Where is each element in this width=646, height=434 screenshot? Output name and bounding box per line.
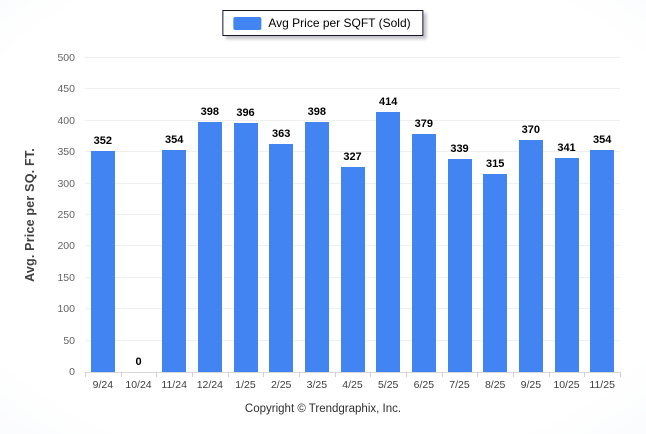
- bar-value-label: 396: [236, 107, 255, 120]
- bar-value-label: 379: [414, 118, 434, 130]
- bar-9/24: [90, 150, 115, 372]
- x-axis-label-10/25: 10/25: [553, 379, 580, 391]
- bar-5/25: [376, 112, 401, 372]
- bar-value-label: 327: [343, 150, 362, 163]
- x-axis-tick: [370, 372, 372, 377]
- bar-1/25: [233, 123, 258, 372]
- x-axis-label-3/25: 3/25: [306, 379, 328, 391]
- x-axis-tick: [85, 372, 86, 377]
- bar-value-label: 370: [521, 123, 541, 136]
- bar-value-label: 352: [93, 134, 113, 147]
- x-axis-label-6/25: 6/25: [413, 379, 435, 391]
- gridline: [85, 119, 620, 121]
- x-axis-tick: [192, 372, 193, 377]
- bar-value-label: 414: [378, 96, 398, 109]
- bar-12/24: [197, 122, 222, 372]
- bar-2/25: [269, 144, 294, 372]
- x-axis-tick: [406, 372, 407, 377]
- legend-swatch-icon: [233, 16, 262, 30]
- y-axis-tick-label: 300: [57, 177, 75, 190]
- x-axis-label-2/25: 2/25: [270, 379, 292, 391]
- x-axis-tick: [334, 372, 336, 377]
- y-axis-tick-label: 50: [63, 334, 75, 347]
- y-axis-title: Avg. Price per SQ. FT.: [23, 148, 37, 282]
- x-axis-label-7/25: 7/25: [449, 379, 470, 391]
- gridline: [85, 88, 620, 90]
- bar-10/25: [554, 157, 579, 372]
- legend-label: Avg Price per SQFT (Sold): [268, 16, 411, 30]
- x-axis-tick: [299, 372, 300, 377]
- y-axis-tick-label: 350: [57, 146, 75, 159]
- bar-value-label: 341: [557, 141, 576, 154]
- bar-8/25: [483, 174, 508, 372]
- plot-area: 0 50 100 150 200 250 300 350 400 450 500 352 0 354 39…: [57, 52, 621, 391]
- bar-6/25: [411, 134, 436, 372]
- bar-value-label: 0: [135, 356, 142, 368]
- y-axis-tick-label: 0: [69, 366, 75, 378]
- bar-value-label: 363: [271, 128, 291, 141]
- bar-11/24: [162, 149, 187, 372]
- x-axis-tick: [584, 372, 586, 377]
- x-axis-label-9/25: 9/25: [520, 379, 542, 391]
- bar-value-label: 398: [200, 106, 220, 119]
- x-axis-label-9/24: 9/24: [92, 379, 114, 391]
- bar-4/25: [340, 166, 365, 372]
- x-axis-label-8/25: 8/25: [484, 379, 506, 391]
- gridline: [85, 151, 620, 153]
- x-axis-tick: [441, 372, 443, 377]
- chart-legend: Avg Price per SQFT (Sold): [222, 10, 424, 36]
- x-axis-tick: [120, 372, 122, 377]
- x-axis-tick: [513, 372, 514, 377]
- x-axis-label-11/25: 11/25: [589, 379, 615, 391]
- gridline: [85, 57, 620, 58]
- bar-value-label: 354: [164, 133, 184, 146]
- y-axis-tick-label: 250: [57, 209, 75, 221]
- y-axis-tick-label: 200: [57, 240, 75, 253]
- bar-value-label: 315: [485, 158, 505, 171]
- y-axis-tick-label: 400: [57, 114, 75, 127]
- y-axis-tick-label: 100: [57, 303, 75, 316]
- x-axis-tick: [620, 372, 621, 377]
- x-axis-label-12/24: 12/24: [196, 379, 223, 391]
- copyright-text: Copyright © Trendgraphix, Inc.: [244, 403, 402, 415]
- x-axis-tick: [477, 372, 479, 377]
- x-axis-label-5/25: 5/25: [377, 379, 399, 391]
- y-axis-tick-label: 500: [57, 52, 75, 64]
- x-axis-label-4/25: 4/25: [342, 379, 363, 391]
- bar-11/25: [590, 149, 615, 372]
- bar-value-label: 354: [592, 133, 612, 146]
- bar-9/25: [518, 139, 543, 372]
- x-axis-label-11/24: 11/24: [161, 379, 187, 391]
- y-axis-tick-label: 150: [57, 271, 75, 284]
- bar-3/25: [304, 122, 329, 372]
- x-axis-tick: [263, 372, 265, 377]
- x-axis-tick: [227, 372, 229, 377]
- bar-value-label: 398: [307, 106, 327, 119]
- x-axis-tick: [156, 372, 158, 377]
- x-axis-tick: [548, 372, 550, 377]
- x-axis-label-10/24: 10/24: [125, 379, 152, 391]
- bar-7/25: [447, 159, 472, 372]
- x-axis-label-1/25: 1/25: [235, 379, 256, 391]
- y-axis-tick-label: 450: [57, 83, 75, 96]
- bar-value-label: 339: [450, 143, 469, 156]
